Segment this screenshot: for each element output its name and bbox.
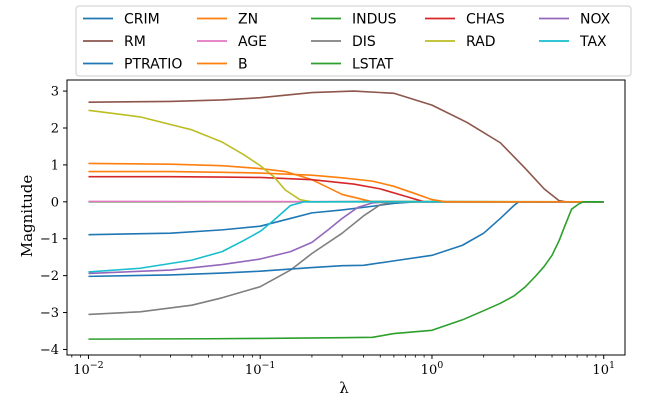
legend-label-ptratio: PTRATIO <box>124 57 182 73</box>
series-line-rad <box>88 109 604 203</box>
series-line-ptratio <box>88 201 604 278</box>
y-axis-label: Magnitude <box>18 175 36 258</box>
y-tick-label: −2 <box>40 269 59 284</box>
x-tick-label: 10−1 <box>245 360 276 378</box>
series-line-chas <box>88 175 604 203</box>
series-line-b <box>88 170 604 203</box>
legend-label-indus: INDUS <box>352 12 397 28</box>
series-line-tax <box>88 201 604 273</box>
x-tick-label: 101 <box>592 360 615 378</box>
y-tick-label: 0 <box>51 195 59 210</box>
legend-label-tax: TAX <box>579 34 607 50</box>
legend-label-dis: DIS <box>352 34 376 50</box>
legend-box <box>75 5 632 77</box>
series-line-crim <box>88 201 604 236</box>
legend-label-nox: NOX <box>580 12 611 28</box>
axes-frame <box>66 79 626 356</box>
y-tick-label: 3 <box>51 85 59 100</box>
legend-label-crim: CRIM <box>124 12 160 28</box>
series-line-lstat <box>88 201 604 340</box>
legend: CRIM ZN INDUS CHAS NOX RM AGE DIS RAD TAX PTRATIO B… <box>75 5 632 77</box>
legend-label-rm: RM <box>124 34 146 50</box>
y-tick-label: −1 <box>40 232 59 247</box>
x-tick-label: 100 <box>421 360 444 378</box>
legend-label-age: AGE <box>238 34 267 50</box>
legend-label-zn: ZN <box>238 12 258 28</box>
series-line-nox <box>88 201 604 275</box>
y-tick-label: −3 <box>40 306 59 321</box>
legend-label-b: B <box>238 57 248 73</box>
series-line-rm <box>88 90 604 203</box>
legend-label-chas: CHAS <box>466 12 505 28</box>
legend-label-lstat: LSTAT <box>352 57 394 73</box>
legend-label-rad: RAD <box>466 34 496 50</box>
x-tick-label: 10−2 <box>73 360 104 378</box>
y-tick-label: −4 <box>40 343 59 358</box>
y-tick-label: 1 <box>51 158 59 173</box>
series-line-zn <box>88 162 604 203</box>
y-tick-label: 2 <box>51 121 59 136</box>
x-axis-label: λ <box>339 379 349 397</box>
series-line-dis <box>88 201 604 316</box>
